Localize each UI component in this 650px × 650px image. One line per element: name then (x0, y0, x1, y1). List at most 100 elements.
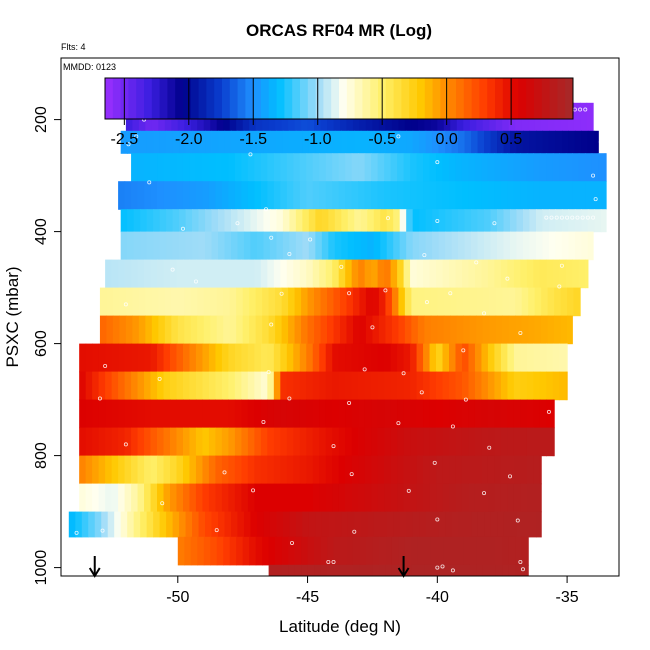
heatmap-cell (179, 511, 187, 538)
heatmap-cell (559, 343, 567, 373)
heatmap-cell (140, 209, 148, 233)
heatmap-cell (377, 483, 385, 513)
heatmap-cell (332, 259, 340, 289)
heatmap-cell (474, 455, 483, 485)
heatmap-cell (451, 209, 459, 233)
heatmap-cell (416, 259, 424, 289)
data-point (507, 474, 512, 479)
heatmap-cell (411, 315, 419, 345)
heatmap-cell (228, 153, 236, 182)
heatmap-cell (364, 427, 372, 457)
heatmap-cell (484, 130, 492, 154)
heatmap-cell (273, 343, 281, 373)
heatmap-cell (507, 483, 515, 513)
heatmap-cell (119, 315, 127, 345)
heatmap-cell (372, 315, 380, 345)
heatmap-cell (131, 455, 139, 485)
colorbar-segment (323, 78, 332, 119)
heatmap-cell (495, 315, 503, 345)
heatmap-cell (555, 130, 563, 154)
heatmap-cell (159, 231, 167, 261)
heatmap-cell (416, 427, 424, 457)
heatmap-cell (262, 287, 270, 317)
heatmap-cell (325, 427, 333, 457)
heatmap-cell (568, 130, 576, 154)
heatmap-cell (345, 483, 353, 513)
heatmap-cell (390, 343, 398, 373)
heatmap-cell (451, 130, 459, 154)
heatmap-cell (215, 483, 223, 513)
heatmap-cell (276, 231, 284, 261)
heatmap-cell (85, 455, 93, 485)
heatmap-cell (293, 455, 301, 485)
heatmap-cell (416, 399, 424, 429)
heatmap-cell (228, 343, 236, 373)
heatmap-cell (295, 130, 303, 154)
heatmap-cell (481, 153, 489, 182)
heatmap-cell (286, 259, 294, 289)
heatmap-cell (166, 511, 174, 538)
data-point (287, 251, 292, 256)
heatmap-cell (477, 130, 485, 154)
heatmap-cell (397, 153, 405, 182)
heatmap-cell (234, 153, 242, 182)
heatmap-cell (105, 259, 113, 289)
x-axis-label: Latitude (deg N) (279, 617, 401, 636)
heatmap-cell (432, 511, 440, 538)
heatmap-cell (371, 343, 379, 373)
heatmap-cell (535, 130, 544, 154)
heatmap-cell (419, 130, 427, 154)
heatmap-cell (263, 231, 271, 261)
heatmap-cell (547, 287, 555, 317)
heatmap-cell (347, 130, 355, 154)
heatmap-cell (302, 130, 310, 154)
heatmap-cell (352, 564, 361, 576)
heatmap-cell (380, 130, 388, 154)
heatmap-cell (604, 181, 607, 210)
heatmap-cell (131, 259, 139, 289)
data-point (180, 226, 185, 231)
heatmap-cell (79, 483, 87, 513)
heatmap-cell (105, 343, 113, 373)
heatmap-cell (477, 511, 485, 538)
heatmap-cell (267, 259, 275, 289)
heatmap-cell (197, 536, 205, 566)
heatmap-cell (260, 343, 268, 373)
heatmap-cell (455, 259, 463, 289)
heatmap-cell (455, 153, 463, 182)
heatmap-cell (228, 483, 236, 513)
heatmap-cell (404, 315, 412, 345)
heatmap-cell (144, 153, 152, 182)
colorbar-segment (300, 78, 309, 119)
heatmap-cell (120, 231, 128, 261)
colorbar-segment (284, 78, 293, 119)
heatmap-cell (315, 209, 323, 233)
heatmap-cell (228, 371, 236, 401)
heatmap-cell (158, 315, 166, 345)
heatmap-cell (208, 399, 217, 429)
heatmap-cell (450, 564, 458, 576)
heatmap-cell (437, 315, 445, 345)
data-point (349, 472, 354, 477)
heatmap-cell (334, 231, 342, 261)
heatmap-cell (144, 427, 152, 457)
heatmap-cell (358, 181, 366, 210)
heatmap-cell (105, 371, 113, 401)
heatmap-cell (299, 259, 307, 289)
heatmap-cell (598, 181, 606, 210)
colorbar-segment (565, 78, 574, 119)
heatmap-cell (385, 315, 393, 345)
heatmap-cell (449, 371, 457, 401)
heatmap-cell (417, 315, 425, 345)
data-point (264, 207, 269, 212)
heatmap-cell (176, 399, 184, 429)
data-point (401, 371, 406, 376)
heatmap-cell (516, 130, 524, 154)
heatmap-cell (461, 455, 470, 485)
data-point (448, 291, 453, 296)
heatmap-cell (364, 371, 372, 401)
data-point (362, 367, 367, 372)
heatmap-cell (552, 343, 560, 373)
heatmap-cell (436, 483, 444, 513)
heatmap-cell (456, 564, 464, 576)
